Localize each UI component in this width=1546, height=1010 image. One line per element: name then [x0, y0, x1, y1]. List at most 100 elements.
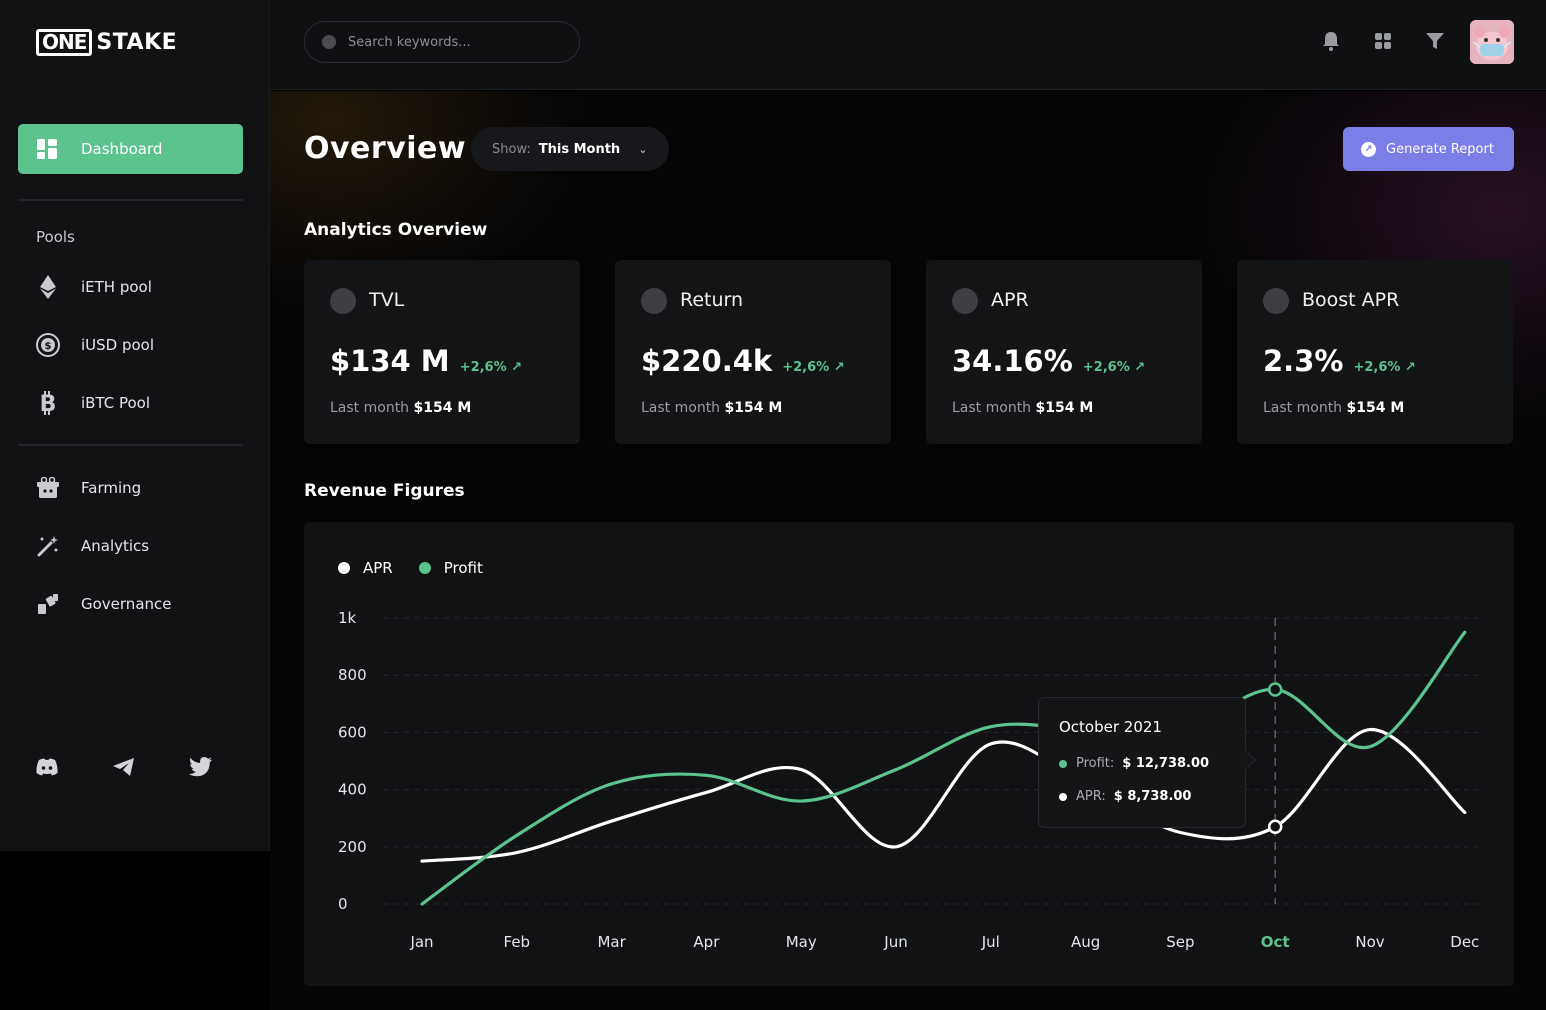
gift-icon	[36, 476, 60, 500]
revenue-chart-panel: 0 200 400 600 800 1k Jan Feb Mar Apr May Jun Jul Aug S…	[304, 522, 1514, 986]
tooltip-dot	[1059, 792, 1067, 801]
stat-title: APR	[991, 289, 1029, 311]
stat-value-row: $134 M +2,6% ↗	[330, 344, 522, 378]
stat-icon	[1263, 288, 1289, 314]
stat-change: +2,6% ↗	[1353, 360, 1415, 375]
dashboard-icon	[37, 139, 57, 159]
stat-last-label: Last month	[641, 400, 721, 416]
legend-item-apr[interactable]: APR	[338, 559, 393, 577]
x-tick-label: May	[786, 933, 817, 951]
discord-icon[interactable]	[34, 755, 60, 779]
svg-text:B: B	[40, 392, 57, 415]
stat-card-apr[interactable]: APR 34.16% +2,6% ↗ Last month $154 M	[926, 260, 1202, 444]
avatar[interactable]	[1470, 20, 1514, 64]
sidebar-item-ieth-pool[interactable]: iETH pool	[36, 274, 236, 300]
stat-value: 34.16%	[952, 344, 1073, 378]
sidebar-item-dashboard[interactable]: Dashboard	[18, 124, 243, 174]
series-line-profit	[420, 630, 1467, 906]
x-tick-label: Jun	[883, 933, 907, 951]
stat-change-value: +2,6%	[459, 360, 507, 375]
ethereum-icon	[36, 275, 60, 299]
x-tick-label: Nov	[1355, 933, 1384, 951]
stat-last-value: $154 M	[1346, 400, 1405, 416]
series-point-profit	[1267, 682, 1283, 697]
tooltip-label: APR:	[1076, 789, 1106, 804]
stat-icon	[330, 288, 356, 314]
stat-card-boost-apr[interactable]: Boost APR 2.3% +2,6% ↗ Last month $154 M	[1237, 260, 1513, 444]
sidebar-item-label: iBTC Pool	[81, 394, 151, 412]
sidebar-item-analytics[interactable]: Analytics	[36, 533, 236, 559]
top-bar	[270, 0, 1546, 90]
sidebar-item-label: Dashboard	[81, 140, 163, 158]
stat-value: $220.4k	[641, 344, 773, 378]
x-tick-label: Jul	[981, 933, 1000, 951]
report-icon: ↗	[1361, 141, 1376, 157]
y-tick-label: 1k	[338, 609, 357, 627]
logo[interactable]: ONE STAKE	[36, 28, 177, 56]
revenue-figures-title: Revenue Figures	[304, 481, 465, 501]
stat-value-row: 2.3% +2,6% ↗	[1263, 344, 1416, 378]
tooltip-row-apr: APR: $ 8,738.00	[1059, 789, 1191, 804]
y-tick-label: 200	[338, 838, 367, 856]
period-select-value: This Month	[538, 141, 621, 157]
sidebar-item-label: Farming	[81, 479, 142, 497]
stat-change-value: +2,6%	[1082, 360, 1130, 375]
svg-text:$: $	[45, 341, 52, 352]
stat-last-month: Last month $154 M	[1263, 400, 1404, 416]
magic-wand-icon	[36, 534, 60, 558]
sidebar-item-farming[interactable]: Farming	[36, 475, 236, 501]
tooltip-title: October 2021	[1059, 718, 1162, 736]
stat-change: +2,6% ↗	[782, 360, 844, 375]
filter-icon[interactable]	[1424, 30, 1446, 52]
y-tick-label: 0	[338, 895, 348, 913]
page-title: Overview	[304, 131, 467, 166]
legend-label: APR	[363, 559, 393, 577]
stat-last-label: Last month	[1263, 400, 1343, 416]
chart-tooltip: October 2021 Profit: $ 12,738.00 APR: $ 8,…	[1038, 697, 1256, 828]
stat-last-month: Last month $154 M	[952, 400, 1093, 416]
sidebar-item-iusd-pool[interactable]: $ iUSD pool	[36, 332, 236, 358]
tooltip-value: $ 8,738.00	[1113, 789, 1192, 804]
sidebar-item-label: iUSD pool	[81, 336, 155, 354]
x-tick-label: Feb	[504, 933, 531, 951]
x-tick-label: Aug	[1071, 933, 1100, 951]
x-tick-label: Jan	[409, 933, 433, 951]
divider	[18, 199, 243, 201]
generate-report-button[interactable]: ↗ Generate Report	[1343, 127, 1514, 171]
stat-value-row: $220.4k +2,6% ↗	[641, 344, 845, 378]
x-tick-label: Oct	[1261, 933, 1290, 951]
stat-cards: TVL $134 M +2,6% ↗ Last month $154 M Retu…	[304, 260, 1514, 444]
stat-card-return[interactable]: Return $220.4k +2,6% ↗ Last month $154 M	[615, 260, 891, 444]
logo-text: STAKE	[96, 29, 178, 55]
apps-grid-icon[interactable]	[1372, 30, 1394, 52]
x-tick-label: Apr	[693, 933, 720, 951]
stat-last-value: $154 M	[413, 400, 472, 416]
pools-section-title: Pools	[36, 228, 75, 246]
trend-up-icon: ↗	[833, 360, 845, 375]
x-tick-label: Dec	[1450, 933, 1479, 951]
stat-last-month: Last month $154 M	[330, 400, 471, 416]
series-point-apr	[1267, 819, 1283, 835]
bell-icon[interactable]	[1320, 30, 1342, 52]
stat-change-value: +2,6%	[782, 360, 830, 375]
sidebar-item-ibtc-pool[interactable]: B iBTC Pool	[36, 390, 236, 416]
y-tick-label: 600	[338, 723, 367, 741]
period-select-label: Show:	[492, 141, 531, 157]
stat-card-tvl[interactable]: TVL $134 M +2,6% ↗ Last month $154 M	[304, 260, 580, 444]
chevron-down-icon: ⌄	[638, 142, 648, 156]
search-input[interactable]	[348, 34, 568, 50]
sidebar-item-governance[interactable]: Governance	[36, 591, 236, 617]
stat-value: $134 M	[330, 344, 450, 378]
legend-item-profit[interactable]: Profit	[418, 559, 483, 577]
stat-value-row: 34.16% +2,6% ↗	[952, 344, 1145, 378]
revenue-chart[interactable]: 0 200 400 600 800 1k Jan Feb Mar Apr May Jun Jul Aug S…	[304, 522, 1514, 986]
governance-icon	[36, 592, 60, 616]
telegram-icon[interactable]	[111, 755, 137, 779]
stat-last-label: Last month	[330, 400, 410, 416]
twitter-icon[interactable]	[188, 755, 214, 779]
legend-swatch	[338, 562, 350, 574]
stat-last-month: Last month $154 M	[641, 400, 782, 416]
period-select[interactable]: Show: This Month ⌄	[471, 127, 669, 171]
stat-icon	[641, 288, 667, 314]
search-box[interactable]	[304, 21, 580, 63]
